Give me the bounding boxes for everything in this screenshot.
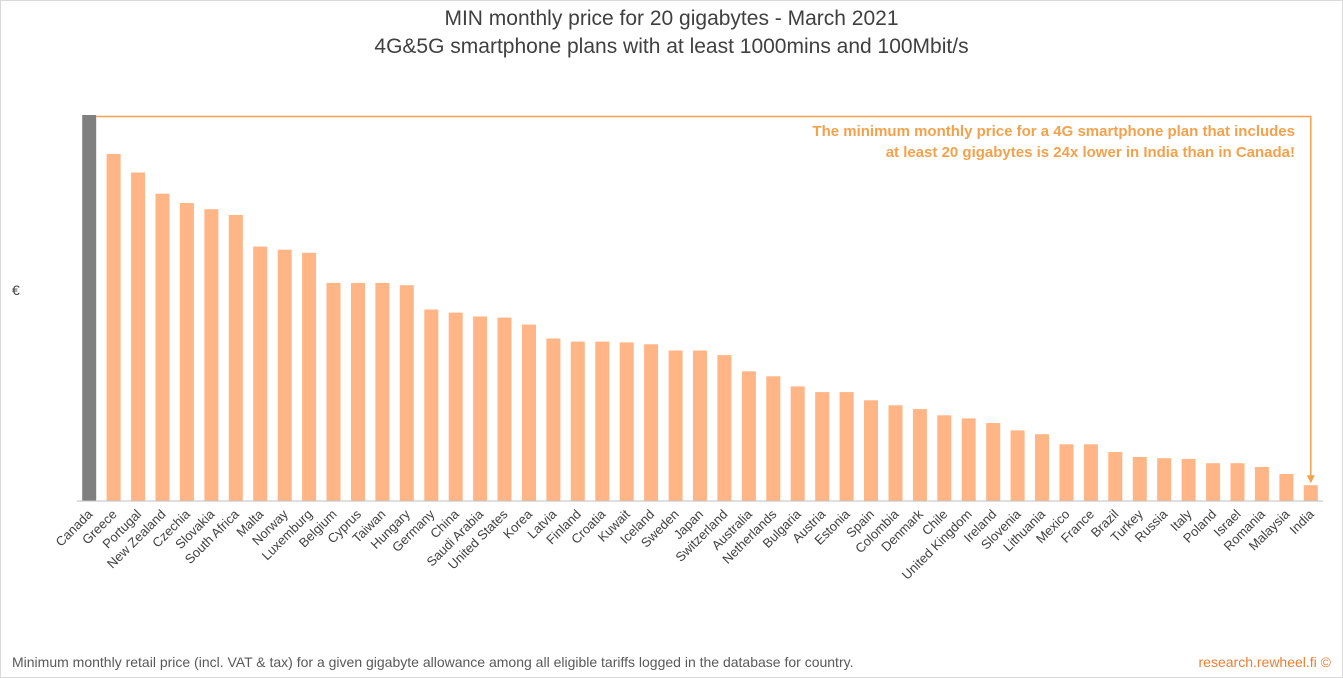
bar-poland <box>1206 463 1221 501</box>
bar-malta <box>253 246 268 501</box>
bar-belgium <box>326 282 341 501</box>
bar-greece <box>106 154 121 501</box>
x-tick-label: India <box>1286 506 1317 537</box>
chart-subtitle: 4G&5G smartphone plans with at least 100… <box>374 35 969 58</box>
bar-japan <box>693 350 707 501</box>
bar-new-zealand <box>155 193 170 501</box>
bar-cyprus <box>351 282 365 501</box>
bar-korea <box>522 324 536 501</box>
y-axis-label: € <box>12 282 20 298</box>
bar-malaysia <box>1279 474 1294 501</box>
annotation-line-2: at least 20 gigabytes is 24x lower in In… <box>885 144 1295 161</box>
bar-slovenia <box>1010 430 1025 501</box>
bar-india <box>1303 485 1318 501</box>
bar-norway <box>277 249 292 501</box>
bar-united-states <box>497 317 512 501</box>
bar-denmark <box>912 409 927 501</box>
bar-turkey <box>1132 457 1147 501</box>
bar-croatia <box>595 341 610 501</box>
bar-brazil <box>1108 452 1123 501</box>
bar-switzerland <box>717 355 732 501</box>
bar-taiwan <box>375 282 390 501</box>
bar-lithuania <box>1035 434 1049 501</box>
bar-latvia <box>546 338 561 501</box>
bar-ireland <box>986 423 1001 501</box>
bar-romania <box>1254 467 1269 501</box>
source-credit: research.rewheel.fi © <box>1198 654 1331 670</box>
bar-russia <box>1157 458 1172 501</box>
bar-netherlands <box>766 376 781 501</box>
annotation-connector-line <box>96 115 1312 477</box>
bar-slovakia <box>204 209 219 501</box>
bar-sweden <box>668 350 683 501</box>
annotation-arrowhead <box>1306 475 1315 484</box>
bar-spain <box>864 400 878 501</box>
bar-italy <box>1181 458 1196 501</box>
bar-iceland <box>644 344 659 501</box>
bar-south-africa <box>228 215 243 501</box>
bar-czechia <box>179 203 194 501</box>
bar-israel <box>1230 463 1245 501</box>
bar-united-kingdom <box>961 418 976 501</box>
bar-finland <box>570 341 585 501</box>
bar-kuwait <box>619 342 634 501</box>
bar-canada <box>82 115 97 501</box>
bar-bulgaria <box>790 386 805 501</box>
annotation-text: The minimum monthly price for a 4G smart… <box>812 121 1295 163</box>
footer-note: Minimum monthly retail price (incl. VAT … <box>12 654 854 670</box>
bar-colombia <box>888 405 903 501</box>
bar-estonia <box>839 392 854 501</box>
bar-portugal <box>131 172 146 501</box>
bar-saudi-arabia <box>473 316 488 501</box>
bar-austria <box>815 392 830 501</box>
annotation-line-1: The minimum monthly price for a 4G smart… <box>812 123 1295 140</box>
bar-mexico <box>1059 444 1074 501</box>
bar-hungary <box>399 285 414 501</box>
bar-chile <box>937 415 952 501</box>
bar-luxemburg <box>302 252 317 501</box>
bar-australia <box>741 371 756 501</box>
bar-france <box>1083 444 1098 501</box>
bar-china <box>448 312 463 501</box>
chart-title: MIN monthly price for 20 gigabytes - Mar… <box>444 7 899 30</box>
bar-germany <box>424 309 439 501</box>
